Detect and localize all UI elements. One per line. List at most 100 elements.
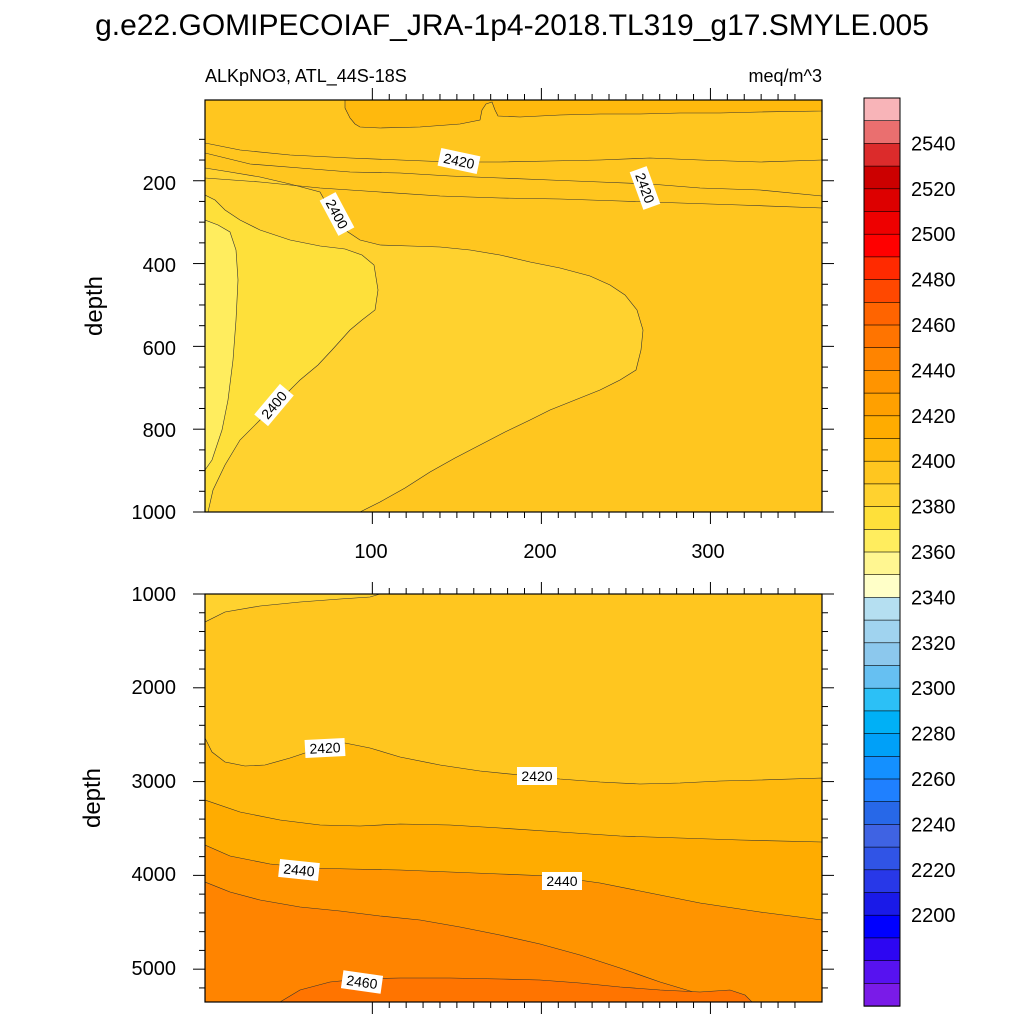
- colorbar-swatch: [863, 982, 901, 1007]
- colorbar-swatch: [863, 483, 901, 508]
- colorbar-label: 2360: [911, 542, 956, 564]
- upper-xtick-label: 100: [354, 541, 387, 563]
- colorbar-swatch: [863, 687, 901, 712]
- lower-filled-contours: [205, 594, 822, 1002]
- colorbar-swatch: [863, 188, 901, 213]
- colorbar-swatch: [863, 869, 901, 894]
- upper-contour-label: 2420: [437, 148, 481, 174]
- upper-left-string: ALKpNO3, ATL_44S-18S: [205, 66, 407, 87]
- colorbar-label: 2340: [911, 587, 956, 609]
- upper-contour-line-2420c: [205, 177, 822, 209]
- lower-ytick-label: 5000: [132, 958, 177, 980]
- colorbar-swatch: [863, 415, 901, 440]
- colorbar-swatch: [863, 120, 901, 145]
- lower-plot-frame: [204, 593, 823, 1003]
- colorbar-swatch: [863, 165, 901, 190]
- colorbar-swatch: [863, 597, 901, 621]
- upper-filled-contours: [205, 100, 822, 512]
- colorbar-labels: 2540 2520 2500 2480 2460 2440 2420 2400 2380 2360…: [911, 133, 956, 927]
- colorbar: 2540 2520 2500 2480 2460 2440 2420 2400 2380 2360…: [863, 97, 956, 1007]
- colorbar-label: 2260: [911, 769, 956, 791]
- colorbar-label: 2520: [911, 179, 956, 201]
- upper-ticks: [193, 88, 834, 524]
- colorbar-swatch: [863, 665, 901, 689]
- lower-ytick-label: 2000: [132, 677, 177, 699]
- upper-panel: 2420 2420 2400 2400 200 400 600 800 1000…: [81, 88, 834, 563]
- colorbar-swatches: [863, 97, 901, 1007]
- lower-y-axis-label: depth: [79, 768, 106, 828]
- colorbar-label: 2500: [911, 224, 956, 246]
- colorbar-swatch: [863, 619, 901, 644]
- svg-text:2420: 2420: [309, 739, 341, 757]
- upper-ytick-label: 800: [143, 420, 176, 442]
- upper-plot-frame: [204, 99, 823, 513]
- colorbar-swatch: [863, 301, 901, 326]
- upper-ytick-label: 400: [143, 255, 176, 277]
- colorbar-swatch: [863, 733, 901, 757]
- colorbar-swatch: [863, 506, 901, 531]
- upper-ytick-label: 600: [143, 338, 176, 360]
- colorbar-swatch: [863, 438, 901, 462]
- colorbar-label: 2240: [911, 814, 956, 836]
- upper-units-string: meq/m^3: [749, 66, 822, 86]
- svg-text:2420: 2420: [521, 768, 552, 784]
- colorbar-swatch: [863, 892, 901, 916]
- upper-band-2390-2400: [205, 219, 239, 471]
- upper-band-2400-2410: [205, 194, 379, 512]
- colorbar-swatch: [863, 211, 901, 235]
- colorbar-swatch: [863, 914, 901, 939]
- colorbar-swatch: [863, 824, 901, 848]
- colorbar-swatch: [863, 370, 901, 394]
- upper-y-axis-label: depth: [81, 276, 108, 336]
- colorbar-swatch: [863, 551, 901, 576]
- svg-text:2460: 2460: [345, 972, 378, 992]
- upper-ytick-label: 200: [143, 173, 176, 195]
- colorbar-swatch: [863, 279, 901, 304]
- colorbar-label: 2280: [911, 724, 956, 746]
- colorbar-swatch: [863, 233, 901, 258]
- colorbar-swatch: [863, 392, 901, 417]
- lower-ytick-label: 1000: [132, 584, 177, 606]
- upper-xtick-label: 200: [523, 541, 556, 563]
- upper-ytick-label: 1000: [132, 502, 177, 524]
- colorbar-swatch: [863, 778, 901, 803]
- upper-contour-line-2420: [205, 142, 822, 163]
- lower-panel: 2420 2420 2440 2440 2460 1000 2000 3000 …: [79, 582, 834, 1014]
- colorbar-swatch: [863, 256, 901, 281]
- colorbar-label: 2460: [911, 315, 956, 337]
- colorbar-swatch: [863, 143, 901, 167]
- colorbar-label: 2540: [911, 133, 956, 155]
- lower-contour-label: 2440: [542, 872, 582, 890]
- colorbar-swatch: [863, 846, 901, 871]
- colorbar-label: 2220: [911, 860, 956, 882]
- colorbar-swatch: [863, 801, 901, 826]
- lower-ticks: [193, 582, 834, 1014]
- lower-ytick-label: 4000: [132, 864, 177, 886]
- lower-contour-label: 2420: [304, 737, 346, 759]
- colorbar-label: 2400: [911, 451, 956, 473]
- svg-text:2420: 2420: [442, 150, 476, 172]
- figure-title: g.e22.GOMIPECOIAF_JRA-1p4-2018.TL319_g17…: [95, 9, 929, 42]
- colorbar-frame: [863, 97, 901, 1007]
- colorbar-label: 2200: [911, 905, 956, 927]
- lower-contour-label: 2420: [517, 767, 557, 785]
- colorbar-swatch: [863, 324, 901, 349]
- colorbar-swatch: [863, 574, 901, 599]
- colorbar-swatch: [863, 642, 901, 667]
- colorbar-swatch: [863, 460, 901, 485]
- colorbar-swatch: [863, 960, 901, 984]
- colorbar-swatch: [863, 97, 901, 122]
- colorbar-label: 2380: [911, 497, 956, 519]
- colorbar-swatch: [863, 937, 901, 962]
- colorbar-swatch: [863, 755, 901, 780]
- colorbar-label: 2480: [911, 270, 956, 292]
- svg-text:2440: 2440: [546, 873, 577, 889]
- lower-contour-label: 2440: [278, 858, 320, 882]
- colorbar-swatch: [863, 710, 901, 735]
- lower-band-2410-2420: [205, 594, 381, 623]
- upper-contour-line-2420b: [205, 152, 822, 197]
- colorbar-label: 2420: [911, 406, 956, 428]
- colorbar-swatch: [863, 347, 901, 372]
- colorbar-label: 2440: [911, 360, 956, 382]
